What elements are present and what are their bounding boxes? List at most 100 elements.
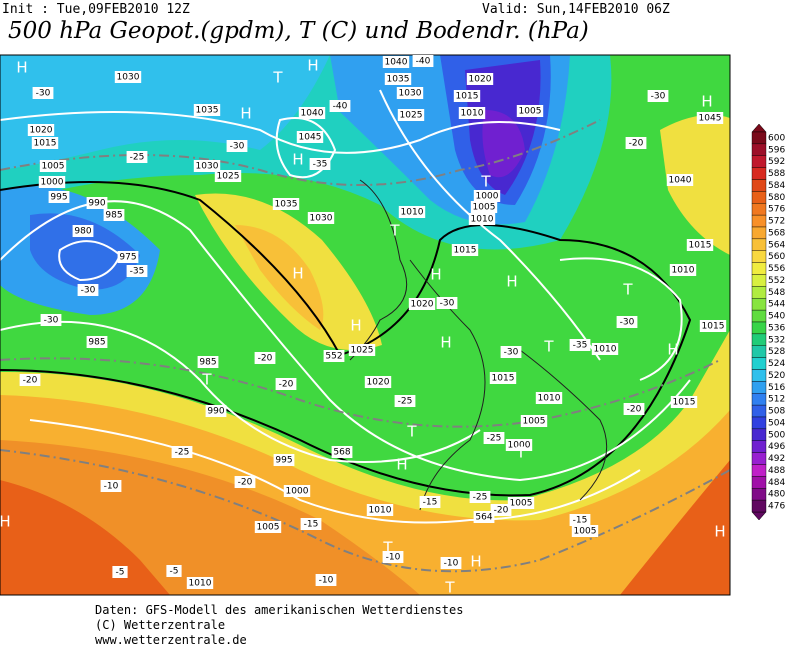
legend-swatch [751,393,767,406]
contour-label: 1010 [672,266,695,276]
contour-label: -30 [651,92,666,102]
contour-label: 1040 [385,58,408,68]
init-time: Init : Tue,09FEB2010 12Z [2,2,190,17]
legend-swatch [751,416,767,430]
contour-label: -15 [423,498,438,508]
contour-label: 1020 [30,126,53,136]
label-box [171,446,193,458]
legend-swatch [751,143,767,156]
label-box [408,298,436,310]
label-box [114,71,142,83]
contour-label: 1025 [400,111,423,121]
label-box [470,201,498,213]
contour-label: 985 [199,358,216,368]
label-box [591,343,619,355]
label-box [440,557,462,569]
pressure-center: H [440,334,451,352]
contour-label: 1040 [669,176,692,186]
contour-label: 1030 [117,73,140,83]
pressure-center: H [667,341,678,359]
label-box [505,439,533,451]
label-box [569,339,591,351]
label-box [100,480,122,492]
contour-label: 1005 [523,417,546,427]
legend-level: 508 [768,407,785,417]
label-box [516,105,544,117]
legend-level: 556 [768,264,785,274]
contour-label: -20 [258,354,273,364]
contour-label: 564 [475,513,492,523]
label-box [275,378,297,390]
legend-arrow [751,123,767,133]
contour-label: 1010 [538,394,561,404]
pressure-center: T [272,69,283,87]
legend-level: 596 [768,145,785,155]
label-box [419,496,441,508]
legend-swatch [751,262,767,275]
pressure-center: T [515,444,526,462]
contour-label: -40 [333,102,348,112]
label-box [27,124,55,136]
contour-label: 1035 [387,75,410,85]
contour-label: -10 [319,576,334,586]
label-box [103,209,125,221]
label-box [670,396,698,408]
contour-label: -30 [504,348,519,358]
label-box [226,140,248,152]
legend-level: 600 [768,133,785,143]
label-box [31,137,59,149]
footer-line: Daten: GFS-Modell des amerikanischen Wet… [95,603,463,617]
label-box [469,491,491,503]
pressure-center: T [622,281,633,299]
legend-swatch [751,345,767,358]
pressure-center: H [240,105,251,123]
label-box [126,151,148,163]
contour-label: -5 [170,567,179,577]
label-box [254,521,282,533]
contour-label: -25 [130,153,145,163]
label-box [507,497,535,509]
label-box [364,376,392,388]
label-box [483,432,505,444]
label-box [19,374,41,386]
label-box [535,392,563,404]
legend-level: 576 [768,205,785,215]
label-box [699,320,727,332]
label-box [234,476,256,488]
label-box [112,566,128,578]
contour-label: 990 [207,407,224,417]
pressure-center: T [444,579,455,597]
label-box [468,213,496,225]
contour-label: 1015 [689,241,712,251]
legend-level: 568 [768,228,785,238]
label-box [394,395,416,407]
label-box [647,90,669,102]
pressure-center: T [480,173,491,191]
contour-label: -30 [230,142,245,152]
label-box [193,104,221,116]
contour-label: -25 [487,434,502,444]
contour-label: -40 [416,57,431,67]
pressure-center: T [543,338,554,356]
contour-label: 1005 [574,527,597,537]
contour-label: -30 [81,286,96,296]
contour-label: 1010 [369,506,392,516]
footer-line: (C) Wetterzentrale [95,618,225,632]
legend-level: 580 [768,193,785,203]
contour-label: -15 [304,520,319,530]
label-box [193,160,221,172]
contour-label: 568 [333,448,350,458]
legend-level: 564 [768,240,785,250]
contour-label: 1035 [196,106,219,116]
label-box [382,551,404,563]
contour-label: -20 [279,380,294,390]
contour-label: 1005 [473,203,496,213]
label-box [453,90,481,102]
label-box [490,504,512,516]
legend-swatch [751,369,767,382]
legend-swatch [751,298,767,311]
contour-label: 1000 [286,487,309,497]
label-box [86,336,108,348]
footer-line: www.wetterzentrale.de [95,633,247,647]
legend-level: 532 [768,335,785,345]
